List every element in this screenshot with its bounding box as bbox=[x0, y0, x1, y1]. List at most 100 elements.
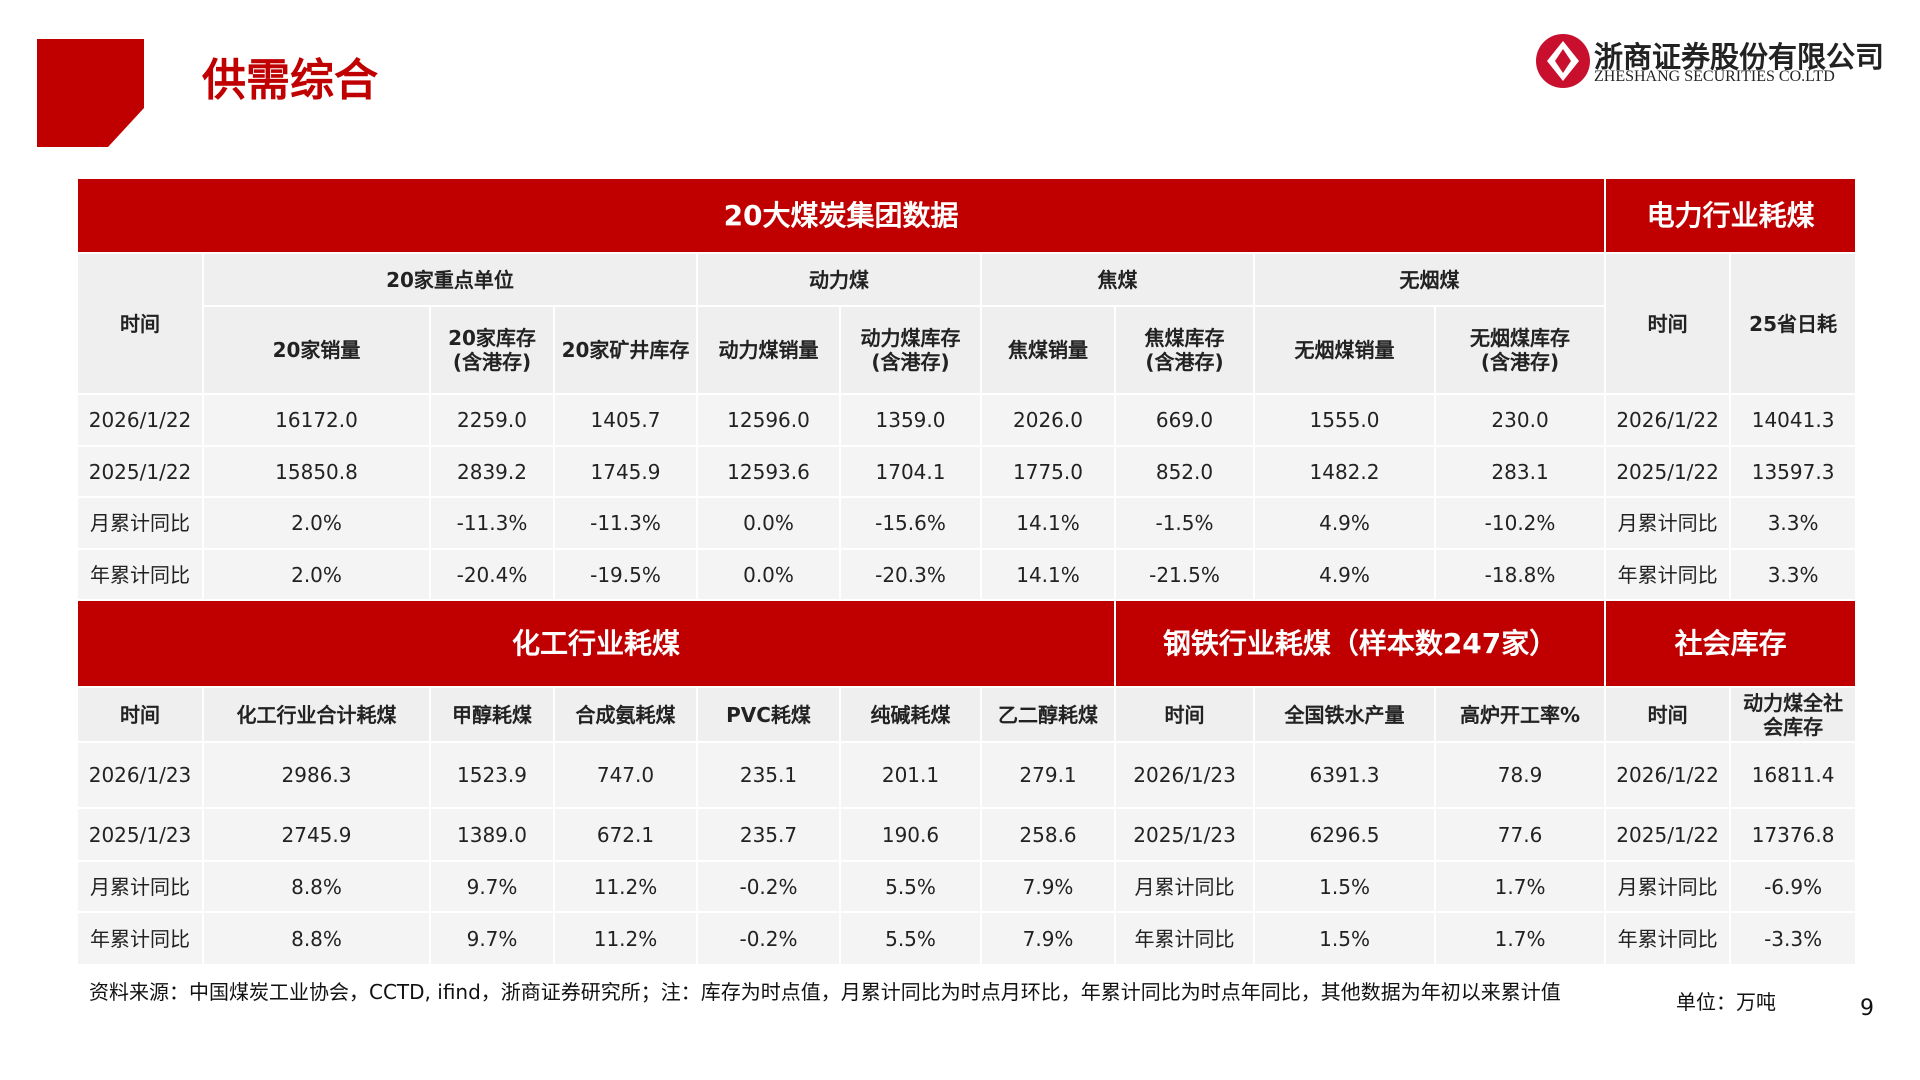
column-header: PVC耗煤 bbox=[696, 686, 841, 743]
column-header: 全国铁水产量 bbox=[1253, 686, 1437, 743]
column-header: 20家库存 (含港存) bbox=[429, 305, 555, 395]
table-cell: 14.1% bbox=[980, 496, 1116, 550]
table-cell: -0.2% bbox=[696, 911, 841, 966]
table-cell: -21.5% bbox=[1114, 548, 1255, 601]
section-title: 社会库存 bbox=[1604, 599, 1858, 688]
table-cell: 747.0 bbox=[553, 741, 698, 809]
industry-table: 化工行业耗煤 钢铁行业耗煤（样本数247家） 社会库存 时间 化工行业合计耗煤 甲醇耗煤合… bbox=[75, 599, 1858, 966]
table-row: 20家销量 20家库存 (含港存) 20家矿井库存 动力煤销量 动力煤库存 (含港存) 焦… bbox=[77, 305, 1856, 395]
table-cell: 0.0% bbox=[696, 496, 841, 550]
column-header: 动力煤全社 会库存 bbox=[1729, 686, 1858, 743]
table-cell: 月累计同比 bbox=[1604, 496, 1732, 550]
table-cell: 283.1 bbox=[1433, 445, 1607, 498]
table-cell: 2026/1/22 bbox=[76, 393, 204, 447]
column-header: 时间 bbox=[76, 686, 204, 743]
table-cell: 11.2% bbox=[553, 911, 698, 966]
group-header: 焦煤 bbox=[980, 252, 1255, 307]
section-title: 钢铁行业耗煤（样本数247家） bbox=[1114, 599, 1607, 688]
table-cell: -20.3% bbox=[839, 548, 982, 601]
table-cell: 13597.3 bbox=[1729, 445, 1858, 498]
table-cell: 258.6 bbox=[979, 807, 1117, 862]
table-cell: 2026/1/22 bbox=[1604, 393, 1732, 447]
table-cell: 669.0 bbox=[1114, 393, 1255, 447]
table-cell: 2025/1/22 bbox=[76, 445, 204, 498]
table-cell: 年累计同比 bbox=[1604, 911, 1732, 966]
table-cell: 235.7 bbox=[696, 807, 841, 862]
table-cell: 3.3% bbox=[1729, 548, 1858, 601]
table-row: 月累计同比 8.8% 9.7% 11.2% -0.2% 5.5% 7.9% 月累计同比 1.5%… bbox=[76, 860, 1858, 913]
table-cell: 201.1 bbox=[839, 741, 982, 809]
table-row: 20大煤炭集团数据 电力行业耗煤 bbox=[75, 177, 1858, 254]
logo-text: 浙商证券股份有限公司 bbox=[1594, 40, 1885, 74]
logo-subtext: ZHESHANG SECURITIES CO.LTD bbox=[1594, 68, 1835, 85]
table-cell: 279.1 bbox=[979, 741, 1117, 809]
section-title: 电力行业耗煤 bbox=[1604, 177, 1858, 254]
table-cell: 1.7% bbox=[1434, 860, 1607, 913]
column-header: 动力煤库存 (含港存) bbox=[839, 305, 982, 395]
table-cell: 月累计同比 bbox=[1114, 860, 1256, 913]
table-cell: 1523.9 bbox=[429, 741, 555, 809]
group-header: 动力煤 bbox=[696, 252, 982, 307]
table-cell: 1.5% bbox=[1253, 860, 1437, 913]
table-cell: 月累计同比 bbox=[1604, 860, 1732, 913]
table-cell: 2025/1/22 bbox=[1604, 807, 1732, 862]
table-cell: 1775.0 bbox=[980, 445, 1116, 498]
table-cell: 1.5% bbox=[1253, 911, 1437, 966]
table-cell: 12596.0 bbox=[696, 393, 841, 447]
logo-icon bbox=[1536, 34, 1590, 88]
column-header: 化工行业合计耗煤 bbox=[202, 686, 431, 743]
column-header: 焦煤销量 bbox=[980, 305, 1116, 395]
table-cell: 1389.0 bbox=[429, 807, 555, 862]
table-cell: -6.9% bbox=[1729, 860, 1858, 913]
column-header: 焦煤库存 (含港存) bbox=[1114, 305, 1255, 395]
table-cell: 年累计同比 bbox=[76, 911, 204, 966]
table-cell: 年累计同比 bbox=[1604, 548, 1732, 601]
table-cell: -10.2% bbox=[1433, 496, 1607, 550]
table-cell: 8.8% bbox=[202, 860, 431, 913]
column-header: 时间 bbox=[76, 252, 204, 395]
table-cell: 5.5% bbox=[839, 860, 982, 913]
coal-group-table: 20大煤炭集团数据 电力行业耗煤 时间 20家重点单位 动力煤 焦煤 无烟煤 时间 25省日耗 2… bbox=[75, 177, 1858, 601]
table-cell: 672.1 bbox=[553, 807, 698, 862]
table-row: 年累计同比 2.0% -20.4% -19.5% 0.0% -20.3% 14.1% -21.… bbox=[76, 548, 1858, 601]
column-header: 时间 bbox=[1604, 252, 1732, 395]
table-cell: 6296.5 bbox=[1253, 807, 1437, 862]
column-header: 纯碱耗煤 bbox=[839, 686, 982, 743]
table-cell: 2839.2 bbox=[429, 445, 555, 498]
table-cell: 月累计同比 bbox=[76, 860, 204, 913]
column-header: 合成氨耗煤 bbox=[553, 686, 698, 743]
table-cell: 2986.3 bbox=[202, 741, 431, 809]
table-cell: 9.7% bbox=[429, 911, 555, 966]
table-row: 月累计同比 2.0% -11.3% -11.3% 0.0% -15.6% 14.1% -1.5… bbox=[76, 496, 1858, 550]
table-cell: 2025/1/23 bbox=[76, 807, 204, 862]
column-header: 时间 bbox=[1114, 686, 1256, 743]
column-header: 动力煤销量 bbox=[696, 305, 841, 395]
section-title: 20大煤炭集团数据 bbox=[75, 177, 1607, 254]
table-row: 时间 化工行业合计耗煤 甲醇耗煤 合成氨耗煤 PVC耗煤 纯碱耗煤 乙二醇耗煤 时间 全国铁水产… bbox=[76, 686, 1858, 743]
table-cell: 2.0% bbox=[202, 548, 431, 601]
table-cell: 6391.3 bbox=[1253, 741, 1437, 809]
column-header: 无烟煤销量 bbox=[1253, 305, 1436, 395]
table-cell: 1555.0 bbox=[1253, 393, 1436, 447]
table-cell: 5.5% bbox=[839, 911, 982, 966]
column-header: 乙二醇耗煤 bbox=[979, 686, 1117, 743]
page-title: 供需综合 bbox=[202, 55, 378, 106]
table-row: 时间 20家重点单位 动力煤 焦煤 无烟煤 时间 25省日耗 bbox=[76, 252, 1858, 395]
table-cell: 190.6 bbox=[839, 807, 982, 862]
table-cell: -20.4% bbox=[429, 548, 555, 601]
column-header: 时间 bbox=[1604, 686, 1732, 743]
table-cell: 17376.8 bbox=[1729, 807, 1858, 862]
table-cell: 14041.3 bbox=[1729, 393, 1858, 447]
table-cell: 2026/1/23 bbox=[1114, 741, 1256, 809]
table-cell: 1359.0 bbox=[839, 393, 982, 447]
corner-block bbox=[37, 39, 144, 147]
table-cell: 12593.6 bbox=[696, 445, 841, 498]
table-cell: 14.1% bbox=[980, 548, 1116, 601]
table-cell: 11.2% bbox=[553, 860, 698, 913]
column-header: 甲醇耗煤 bbox=[429, 686, 555, 743]
table-cell: -1.5% bbox=[1114, 496, 1255, 550]
column-header: 25省日耗 bbox=[1729, 252, 1858, 395]
table-cell: -18.8% bbox=[1433, 548, 1607, 601]
section-title: 化工行业耗煤 bbox=[75, 599, 1117, 688]
